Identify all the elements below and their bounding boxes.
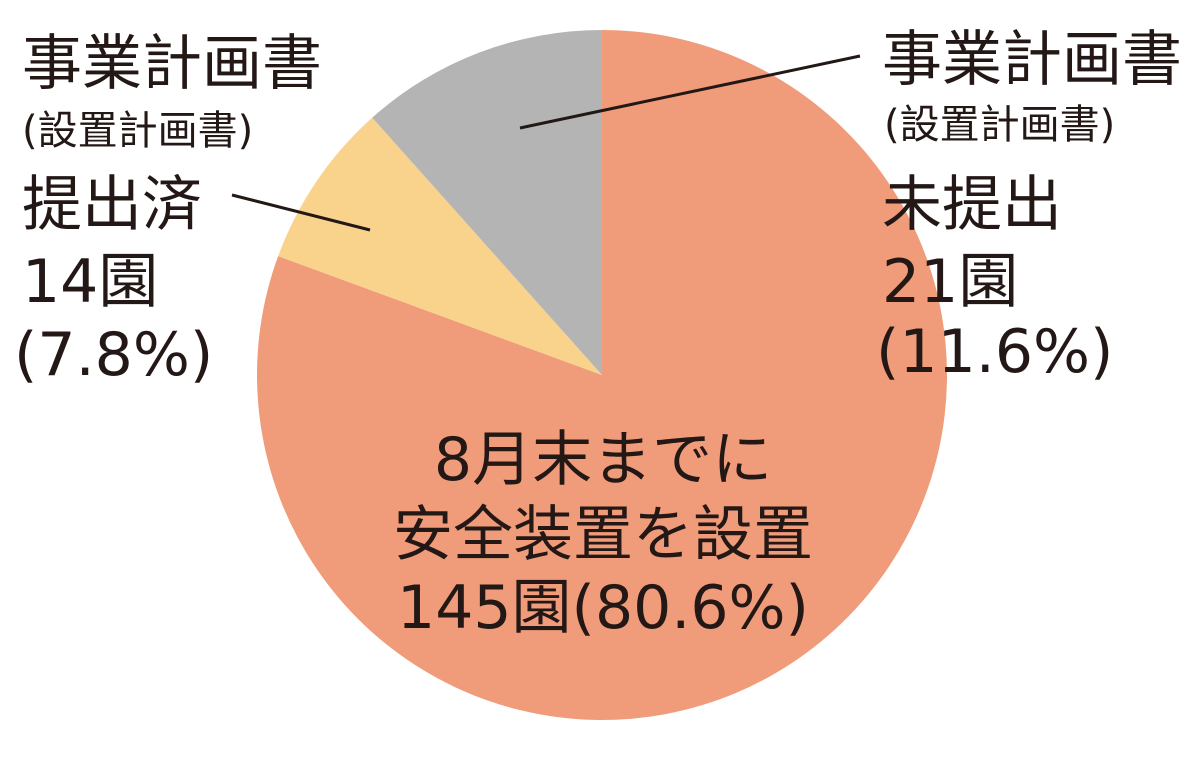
- left-title-label: 事業計画書: [22, 29, 322, 99]
- right-pct-label: (11.6%): [876, 317, 1113, 387]
- left-pct-label: (7.8%): [14, 320, 213, 390]
- main-line3-label: 145園(80.6%): [397, 573, 809, 643]
- right-count-label: 21園: [882, 247, 1018, 317]
- leader-line-right: [519, 54, 861, 130]
- right-title-label: 事業計画書: [882, 25, 1182, 95]
- left-sub-label: (設置計画書): [22, 108, 253, 154]
- right-status-label: 未提出: [882, 170, 1062, 240]
- pie-slice-2: [372, 30, 602, 375]
- main-line1-label: 8月末までに: [434, 425, 772, 495]
- right-sub-label: (設置計画書): [884, 102, 1115, 148]
- pie-slice-1: [278, 117, 602, 376]
- left-count-label: 14園: [22, 247, 158, 317]
- left-status-label: 提出済: [22, 170, 202, 240]
- leader-line-left: [231, 193, 371, 232]
- pie-slices: [257, 30, 947, 720]
- main-line2-label: 安全装置を設置: [393, 500, 813, 570]
